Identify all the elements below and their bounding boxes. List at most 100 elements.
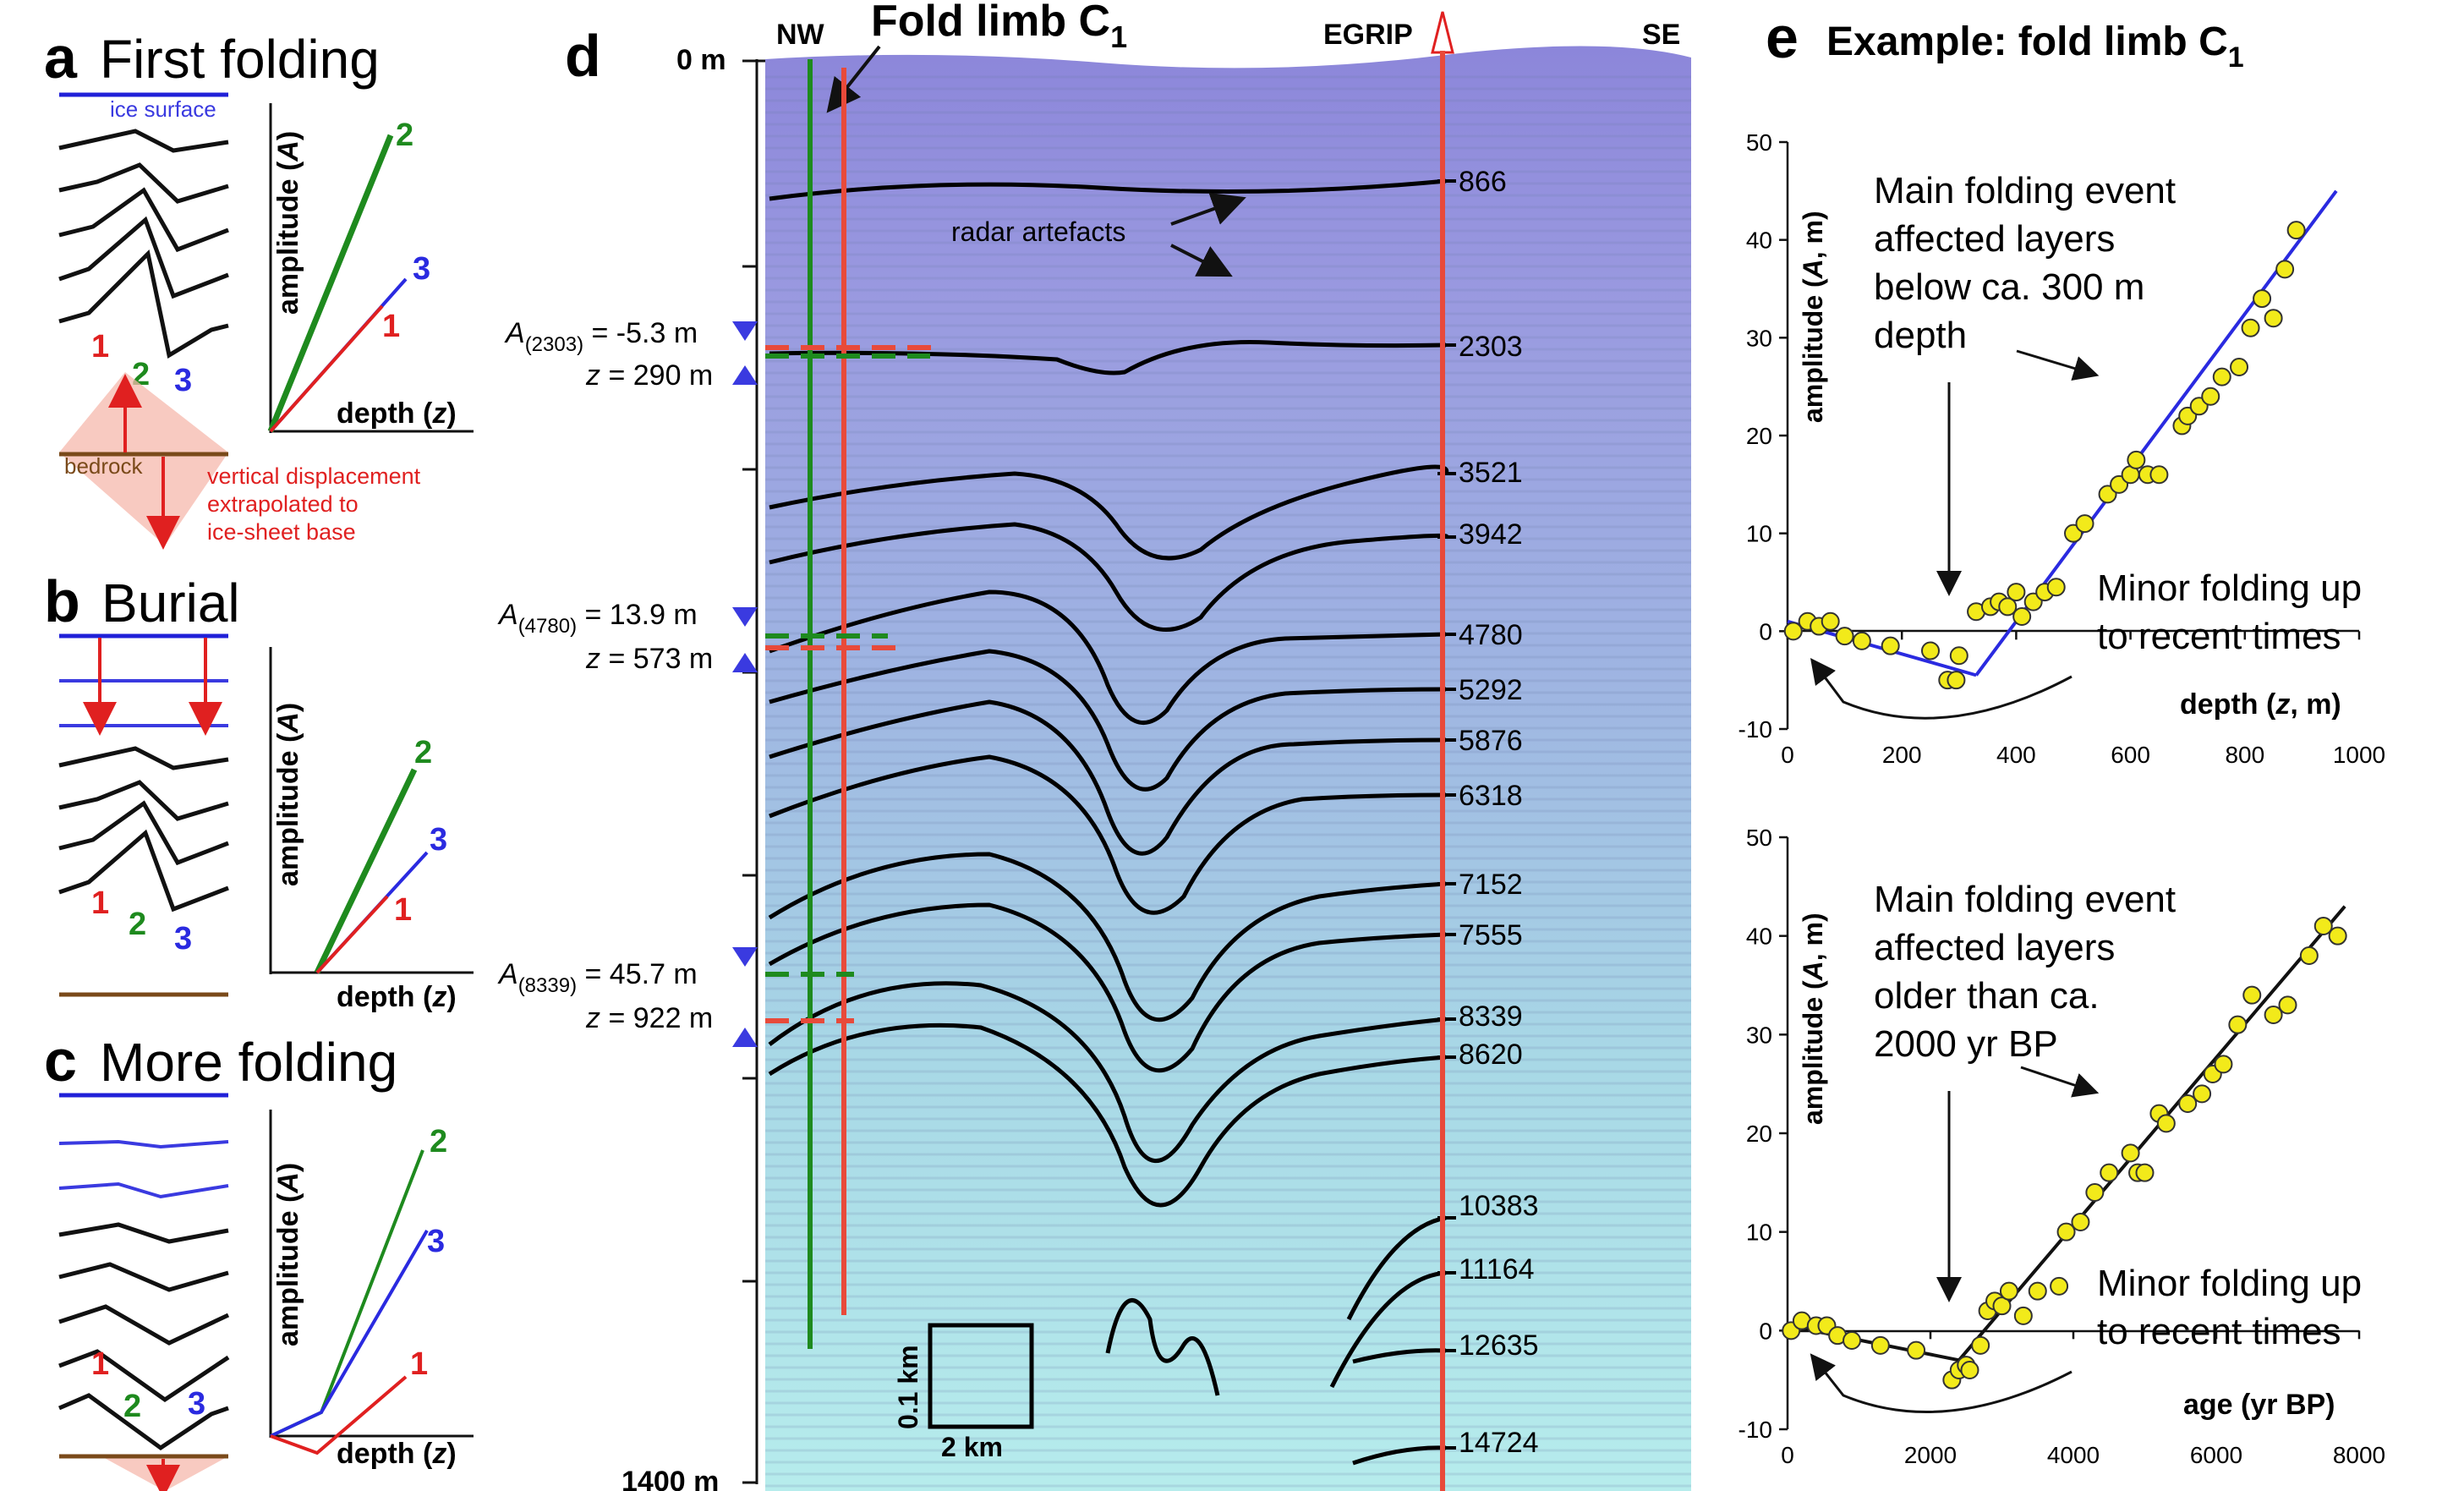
- svg-text:2000 yr BP: 2000 yr BP: [1874, 1023, 2058, 1065]
- displacement-triangle: [59, 372, 228, 545]
- se-label: SE: [1642, 19, 1680, 51]
- depth-ytick-label: -10: [1738, 716, 1772, 743]
- age-data-point: [1999, 1281, 2018, 1301]
- age-ytick-label: 20: [1746, 1121, 1772, 1147]
- a-line-2: [267, 134, 394, 433]
- depth-xtick-label: 1000: [2333, 742, 2385, 768]
- b-line-label-2: 2: [414, 735, 432, 770]
- svg-text:to recent times: to recent times: [2097, 616, 2341, 657]
- age-data-point: [2056, 1222, 2076, 1242]
- depth-data-point: [2007, 583, 2026, 602]
- measurement-dashes: [765, 345, 939, 1023]
- age-data-point: [2228, 1015, 2248, 1034]
- depth-ytick-label: 20: [1746, 423, 1772, 449]
- depth-chart-ylabel: amplitude (A, m): [1798, 211, 1828, 423]
- depth-data-point: [2075, 514, 2094, 534]
- bedrock-label: bedrock: [64, 453, 143, 479]
- fold-limb-title: Fold limb C1: [871, 0, 1127, 54]
- c-line-label-2: 2: [430, 1124, 447, 1159]
- marker-triangles: [732, 321, 758, 1047]
- depth-ytick-label: 50: [1746, 129, 1772, 156]
- b-line-label-3: 3: [430, 822, 447, 858]
- layer-label: 866: [1459, 166, 1507, 198]
- layer-label: 11164: [1459, 1253, 1535, 1285]
- panel-b-letter: b: [44, 568, 80, 634]
- b-line-2: [314, 768, 418, 974]
- a-xlabel: depth (z): [337, 397, 457, 430]
- depth-chart: amplitude (A, m) depth (z, m) Main foldi…: [1738, 129, 2386, 768]
- layer-label: 3942: [1459, 518, 1523, 551]
- egrip-label: EGRIP: [1323, 19, 1413, 51]
- artefact-arrow-2: [1170, 244, 1233, 277]
- depth-data-point: [1852, 631, 1871, 650]
- age-data-point: [2178, 1094, 2198, 1113]
- depth-data-point: [2230, 358, 2249, 377]
- egrip-marker: [1431, 11, 1454, 54]
- fold-label-1: 1: [91, 329, 109, 365]
- age-data-point: [1870, 1335, 1890, 1355]
- age-data-point: [1992, 1296, 2012, 1316]
- artefact-arrow-1: [1170, 192, 1246, 226]
- scale-vertical-label: 0.1 km: [893, 1345, 923, 1429]
- depth-573: z = 573 m: [585, 643, 713, 675]
- amplitude-4780: A(4780) = 13.9 m: [497, 599, 698, 638]
- depth-xtick-label: 400: [1996, 742, 2036, 768]
- layer-label: 6318: [1459, 780, 1523, 812]
- panel-e-title: Example: fold limb C1: [1826, 19, 2244, 74]
- c-line-label-1: 1: [410, 1346, 428, 1382]
- b-fold-label-2: 2: [129, 907, 146, 942]
- ice-surface-label: ice surface: [110, 96, 216, 122]
- b-ylabel: amplitude (A): [272, 703, 304, 886]
- svg-text:Main folding event: Main folding event: [1874, 879, 2176, 920]
- c-xlabel: depth (z): [337, 1438, 457, 1470]
- panel-d-letter: d: [565, 23, 601, 89]
- depth-ytick-label: 0: [1759, 618, 1772, 644]
- c-fold-label-2: 2: [123, 1389, 141, 1424]
- age-xtick-label: 8000: [2333, 1442, 2385, 1468]
- age-data-point: [2013, 1306, 2033, 1325]
- b-line-label-1: 1: [394, 892, 412, 928]
- depth-data-point: [2212, 367, 2231, 386]
- c-ylabel: amplitude (A): [272, 1163, 304, 1346]
- c-line-1: [270, 1375, 408, 1455]
- age-ytick-label: 50: [1746, 825, 1772, 851]
- age-data-point: [2085, 1183, 2105, 1202]
- depth-ytick-label: 40: [1746, 227, 1772, 254]
- svg-text:Main folding event: Main folding event: [1874, 170, 2176, 211]
- panel-d: d 0 m 1400 m NW SE EGRIP Fold limb C1: [497, 0, 1691, 1491]
- age-xtick-label: 6000: [2190, 1442, 2242, 1468]
- depth-annotation-arrow-1: [2016, 349, 2100, 381]
- panel-e-letter: e: [1766, 4, 1799, 70]
- depth-data-point: [2264, 309, 2283, 328]
- age-ytick-label: 10: [1746, 1220, 1772, 1246]
- age-data-point: [2242, 985, 2262, 1005]
- layer-label: 7152: [1459, 869, 1523, 901]
- age-data-point: [2121, 1143, 2140, 1163]
- a-ylabel: amplitude (A): [272, 131, 304, 315]
- age-xtick-label: 0: [1781, 1442, 1794, 1468]
- age-data-point: [2328, 926, 2347, 946]
- depth-data-point: [2127, 450, 2146, 469]
- amplitude-8339: A(8339) = 45.7 m: [497, 958, 698, 997]
- fold-layers-c: [58, 1222, 230, 1451]
- layer-label: 12635: [1459, 1329, 1539, 1362]
- a-line-label-2: 2: [396, 118, 413, 153]
- panel-c-letter: c: [44, 1028, 77, 1094]
- panel-a: a First folding ice surface 1 2 3 bedroc…: [44, 25, 474, 550]
- layer-labels: 866 2303 3521 3942 4780 5292 5876 6318 7…: [1459, 166, 1539, 1459]
- depth-data-point: [2046, 578, 2066, 597]
- depth-922: z = 922 m: [585, 1002, 713, 1034]
- age-data-point: [2071, 1213, 2090, 1231]
- panel-c-title: More folding: [100, 1032, 397, 1093]
- c-line-label-3: 3: [427, 1224, 445, 1259]
- b-fold-label-3: 3: [174, 921, 192, 957]
- layer-label: 7555: [1459, 919, 1523, 951]
- depth-xtick-label: 200: [1882, 742, 1922, 768]
- c-fold-label-1: 1: [91, 1346, 109, 1382]
- panel-b: b Burial 1 2 3 amplitude (A) depth (z) 2…: [44, 568, 474, 1013]
- age-annotation-arrow-1: [2020, 1066, 2100, 1098]
- c-line-3: [270, 1229, 429, 1438]
- layer-label: 5876: [1459, 725, 1523, 757]
- age-data-point: [1907, 1340, 1926, 1360]
- depth-ytick-label: 10: [1746, 521, 1772, 547]
